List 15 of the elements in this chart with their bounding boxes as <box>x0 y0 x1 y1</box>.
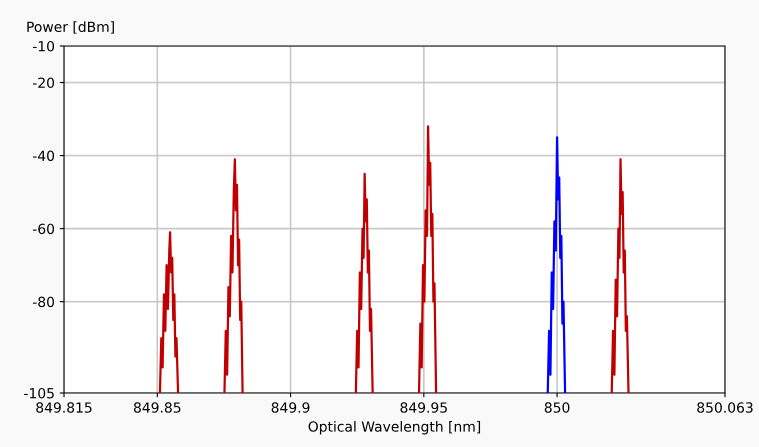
x-tick-label: 850 <box>544 402 570 413</box>
x-tick-label: 849.85 <box>134 402 180 413</box>
y-tick-label: -10 <box>32 40 54 52</box>
y-tick-label: -105 <box>24 388 54 398</box>
y-axis-title: Power [dBm] <box>27 21 114 34</box>
y-tick-label: -80 <box>32 296 54 308</box>
x-tick-label: 849.815 <box>36 402 92 413</box>
y-tick-label: -20 <box>32 77 54 88</box>
line-series <box>546 136 566 393</box>
y-tick-label: -40 <box>32 150 54 162</box>
y-tick-label: -60 <box>32 224 54 234</box>
x-axis-title: Optical Wavelength [nm] <box>308 421 480 434</box>
x-tick-label: 849.9 <box>272 402 310 413</box>
x-tick-label: 850.063 <box>697 402 753 413</box>
x-tick-label: 849.95 <box>400 402 447 413</box>
